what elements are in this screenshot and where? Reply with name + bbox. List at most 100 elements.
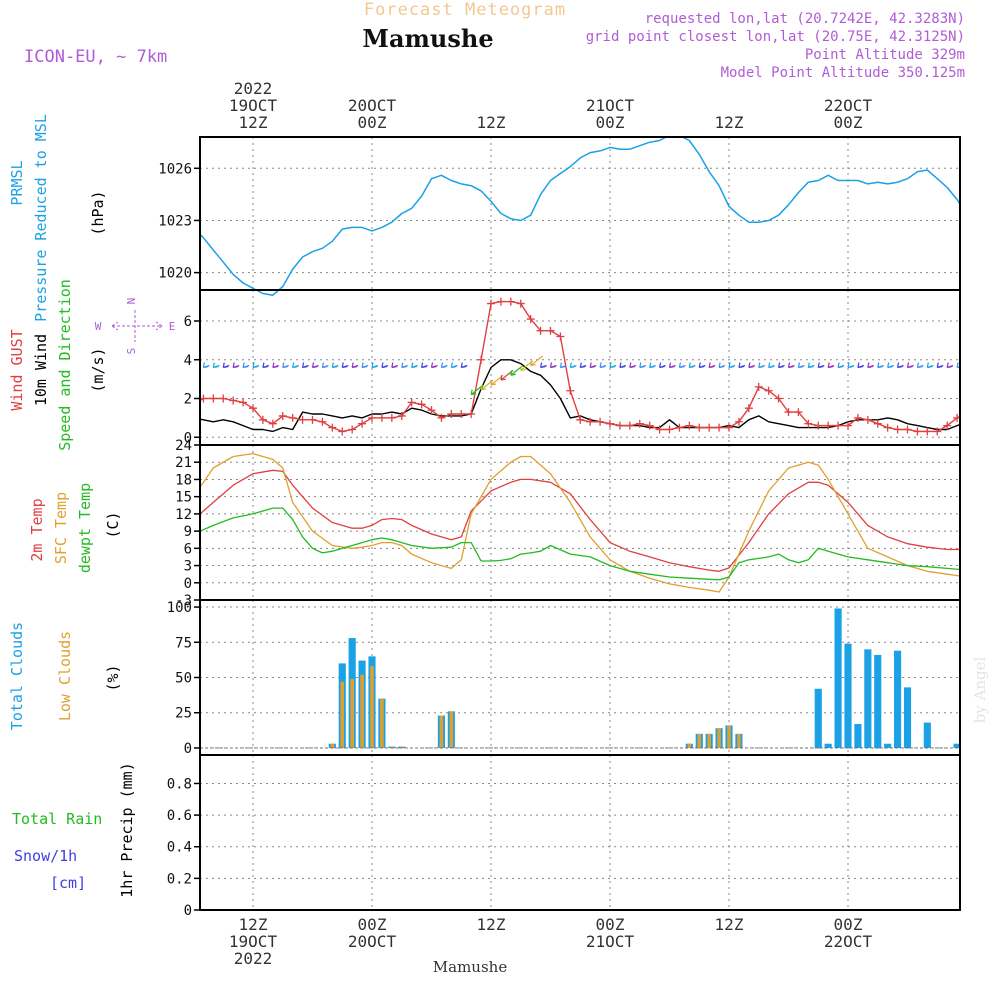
gust-marker — [903, 425, 912, 434]
gust-marker — [844, 421, 852, 430]
wind-direction-arrow — [569, 362, 577, 369]
wind-direction-arrow — [936, 362, 944, 369]
gust-marker — [387, 413, 396, 422]
gust-marker — [863, 415, 872, 424]
wind-label-0: Wind GUST — [8, 329, 26, 410]
wind-direction-arrow — [589, 362, 597, 369]
wind-direction-arrow — [262, 362, 270, 369]
temp-label-1: SFC Temp — [52, 492, 70, 564]
gust-marker — [546, 326, 555, 335]
time-label-top: 00Z — [834, 113, 863, 132]
y-tick-label: 75 — [175, 635, 192, 651]
temp-label-2: dewpt Temp — [76, 483, 94, 573]
gust-marker — [675, 423, 684, 432]
cloud-label-2: (%) — [104, 664, 122, 691]
gust-marker — [437, 413, 446, 422]
gust-marker — [239, 398, 248, 407]
wind-direction-arrow — [916, 362, 924, 369]
wind-direction-arrow — [222, 362, 230, 369]
wind-direction-arrow — [341, 362, 349, 369]
low-cloud-bar — [360, 674, 364, 748]
wind-direction-arrow — [371, 362, 379, 369]
time-label-bottom: 12Z — [239, 915, 268, 934]
wind-direction-arrow — [987, 363, 993, 368]
gust-marker — [883, 423, 892, 432]
gust-marker — [625, 421, 634, 430]
total-cloud-bar — [884, 743, 892, 748]
wind-direction-arrow — [807, 362, 815, 369]
wind-direction-arrow — [194, 363, 200, 368]
low-cloud-bar — [449, 711, 454, 748]
wind-direction-arrow — [827, 362, 835, 369]
gust-marker — [209, 394, 218, 403]
gust-marker — [526, 315, 535, 324]
gust-marker — [893, 425, 902, 434]
gust-marker — [170, 408, 178, 416]
gust-marker — [744, 404, 753, 413]
gust-marker — [348, 425, 357, 434]
wind-direction-arrow — [361, 362, 369, 369]
wind-direction-arrow — [460, 362, 468, 369]
wind-direction-arrow — [351, 362, 359, 369]
time-label-bottom: 12Z — [715, 915, 744, 934]
panel-labels: PRMSL Pressure Reduced to MSL (hPa) Wind GU… — [8, 114, 175, 898]
y-tick-label: 0 — [184, 576, 192, 592]
time-label-bottom: 12Z — [477, 915, 506, 934]
gust-marker — [973, 406, 981, 414]
gust-marker — [249, 404, 257, 413]
low-cloud-bar — [687, 743, 692, 748]
panel-frame-temp — [199, 444, 961, 601]
total-cloud-bar — [854, 724, 862, 748]
wind-direction-arrow — [331, 362, 339, 369]
panel-frames — [199, 136, 961, 911]
y-tick-label: 0.8 — [167, 776, 192, 792]
wind-direction-arrow — [688, 362, 696, 369]
wind-direction-arrow — [758, 362, 765, 369]
gust-marker — [615, 421, 624, 430]
gust-marker — [606, 419, 614, 428]
gust-marker — [715, 423, 724, 432]
gust-marker — [288, 413, 297, 422]
wind-direction-arrow — [946, 362, 954, 369]
wind-direction-arrow — [242, 362, 250, 369]
wind-direction-arrow — [708, 362, 716, 369]
time-label-top: 2022 — [234, 79, 273, 98]
wind-direction-arrow — [232, 362, 240, 369]
total-cloud-bar — [903, 687, 912, 748]
gust-marker — [407, 398, 416, 407]
wind-direction-arrow — [411, 362, 418, 369]
wind-direction-arrow — [678, 362, 686, 369]
time-label-top: 12Z — [477, 113, 506, 132]
temp-label-0: 2m Temp — [28, 498, 46, 561]
time-label-bottom: 2022 — [234, 949, 273, 968]
y-tick-label: -3 — [175, 593, 192, 609]
wind-label-1: 10m Wind — [32, 334, 50, 406]
wind-direction-arrow — [440, 362, 448, 369]
precip-label-1: Snow/1h — [14, 847, 77, 865]
total-cloud-bar — [834, 608, 842, 748]
gust-marker — [536, 326, 545, 335]
cloud-label-0: Total Clouds — [8, 622, 26, 730]
wind-direction-arrow — [718, 362, 726, 369]
y-tick-label: 0.6 — [167, 808, 192, 824]
gust-marker — [496, 297, 505, 306]
model-altitude: Model Point Altitude 350.125m — [721, 65, 965, 81]
y-tick-label: 0 — [184, 741, 192, 757]
wind-label-3: (m/s) — [89, 347, 107, 392]
gust-marker — [566, 386, 575, 395]
gust-marker — [229, 396, 238, 405]
time-label-top: 20OCT — [348, 96, 397, 115]
time-label-bottom: 20OCT — [348, 932, 397, 951]
wind-direction-arrow — [877, 362, 884, 369]
point-altitude: Point Altitude 329m — [805, 47, 965, 63]
total-cloud-bar — [923, 722, 931, 748]
gust-marker — [328, 423, 337, 432]
wind-direction-arrow — [887, 362, 894, 369]
gust-marker — [586, 417, 595, 426]
model-label: ICON-EU, ~ 7km — [24, 47, 167, 67]
wind-direction-arrow — [430, 362, 438, 369]
y-tick-label: 6 — [184, 541, 192, 557]
total-cloud-bar — [864, 649, 872, 748]
time-label-top: 00Z — [596, 113, 625, 132]
